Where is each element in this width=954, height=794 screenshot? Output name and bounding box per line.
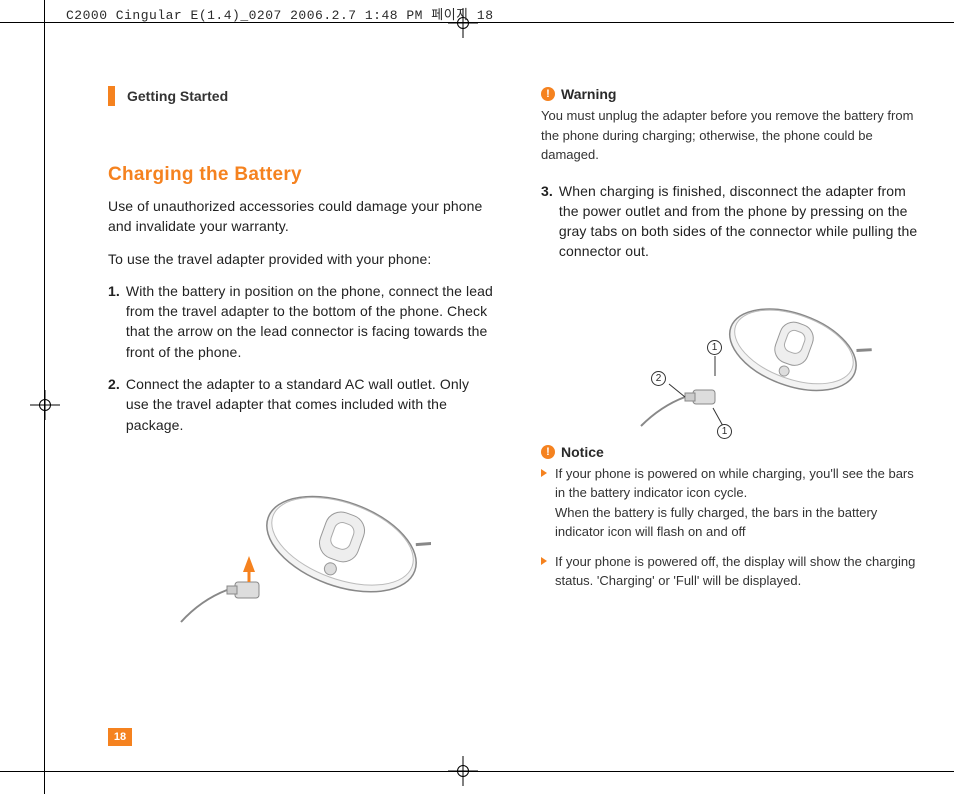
step-number: 3. [541, 181, 553, 262]
callout-1-top: 1 [707, 340, 722, 355]
step-2: 2. Connect the adapter to a standard AC … [108, 374, 493, 435]
step-1: 1. With the battery in position on the p… [108, 281, 493, 362]
callout-1-bottom: 1 [717, 424, 732, 439]
bullet-icon [541, 469, 547, 477]
registration-mark-bottom [448, 756, 478, 786]
page-number-badge: 18 [108, 728, 132, 746]
left-column: Getting Started Charging the Battery Use… [108, 86, 493, 754]
notice-icon: ! [541, 445, 555, 459]
page-title: Charging the Battery [108, 164, 493, 186]
phone-figure-left [108, 447, 493, 637]
lead-paragraph: To use the travel adapter provided with … [108, 249, 493, 269]
callout-2-left: 2 [651, 371, 666, 386]
step-number: 2. [108, 374, 120, 435]
notice-label: Notice [561, 444, 604, 460]
notice-header: ! Notice [541, 444, 926, 460]
notice-text: If your phone is powered on while chargi… [555, 464, 926, 542]
step-text: With the battery in position on the phon… [126, 281, 493, 362]
notice-item: If your phone is powered on while chargi… [541, 464, 926, 542]
step-text: Connect the adapter to a standard AC wal… [126, 374, 493, 435]
notice-body: If your phone is powered on while chargi… [541, 464, 926, 591]
notice-item: If your phone is powered off, the displa… [541, 552, 926, 591]
step-number: 1. [108, 281, 120, 362]
warning-header: ! Warning [541, 86, 926, 102]
step-text: When charging is finished, disconnect th… [559, 181, 926, 262]
intro-paragraph: Use of unauthorized accessories could da… [108, 196, 493, 237]
warning-body: You must unplug the adapter before you r… [541, 106, 926, 165]
notice-text: If your phone is powered off, the displa… [555, 552, 926, 591]
proof-header: C2000 Cingular E(1.4)_0207 2006.2.7 1:48… [66, 4, 494, 23]
body-text: Use of unauthorized accessories could da… [108, 196, 493, 435]
phone-figure-right: 1 2 1 [541, 274, 926, 444]
page-content: Getting Started Charging the Battery Use… [108, 86, 926, 754]
right-column: ! Warning You must unplug the adapter be… [541, 86, 926, 754]
registration-mark-left [30, 390, 60, 420]
section-label: Getting Started [127, 88, 228, 104]
warning-icon: ! [541, 87, 555, 101]
step-3: 3. When charging is finished, disconnect… [541, 181, 926, 262]
section-mark [108, 86, 115, 106]
warning-label: Warning [561, 86, 616, 102]
section-header: Getting Started [108, 86, 493, 106]
bullet-icon [541, 557, 547, 565]
